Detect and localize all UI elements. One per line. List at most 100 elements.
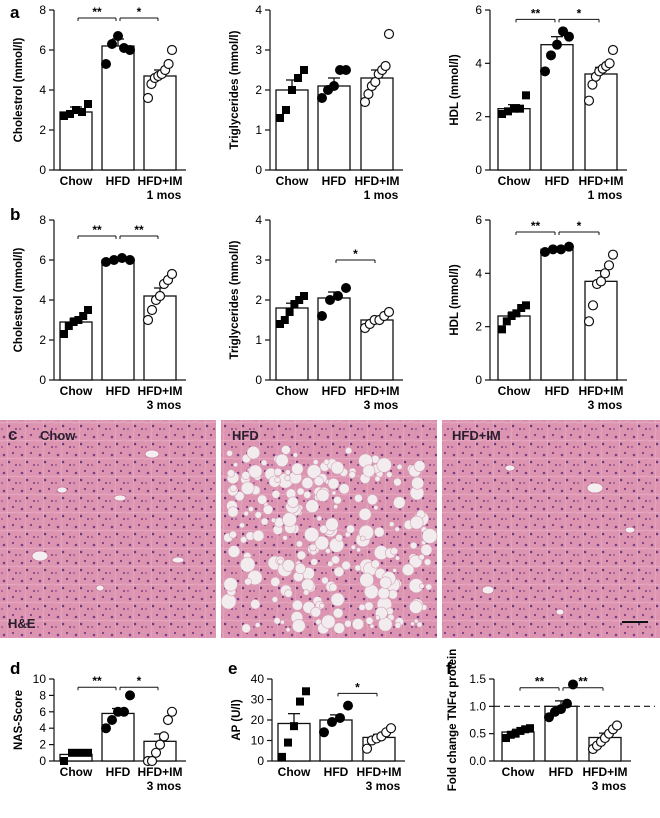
significance-label: ** (134, 223, 144, 237)
y-axis-label: Cholestrol (mmol/l) (13, 37, 25, 142)
lipid-droplet (410, 621, 415, 627)
lipid-droplet (416, 621, 423, 628)
y-axis-label: AP (U/l) (231, 699, 243, 740)
x-category-label: HFD (106, 765, 131, 779)
lipid-droplet (423, 558, 432, 566)
data-point-square (516, 726, 525, 735)
histology-panel: c Chow HFD HFD+IM H&E (0, 420, 660, 638)
y-tick-label: 0 (39, 373, 46, 387)
x-period-label: 3 mos (588, 398, 623, 412)
lipid-droplet (240, 536, 248, 544)
x-period-label: 3 mos (366, 779, 401, 793)
x-category-label: HFD (545, 384, 570, 398)
lipid-droplet (270, 517, 276, 523)
lipid-droplet (401, 563, 415, 576)
y-tick-label: 1.5 (469, 672, 486, 686)
data-point-square (79, 312, 88, 320)
x-category-label: HFD (106, 384, 131, 398)
y-tick-label: 0 (475, 373, 482, 387)
lipid-droplet (239, 522, 245, 529)
data-point-circle-open (595, 276, 607, 287)
data-point-circle-filled (125, 690, 135, 701)
lipid-droplet (291, 619, 306, 633)
lipid-droplet (338, 483, 350, 495)
data-point-circle-open (146, 304, 158, 316)
lipid-droplet (310, 606, 322, 618)
lipid-droplet (333, 566, 345, 578)
lipid-droplet (291, 599, 303, 611)
data-point-circle-filled (562, 698, 572, 709)
lipid-droplet (411, 476, 424, 490)
data-point-square (502, 317, 511, 326)
lipid-droplet (303, 490, 312, 499)
lipid-droplet (313, 475, 324, 486)
x-period-label: 3 mos (364, 398, 399, 412)
data-point-circle-open (604, 58, 615, 69)
lipid-droplet (241, 623, 251, 634)
y-tick-label: 2 (255, 83, 262, 97)
lipid-droplet (271, 596, 279, 603)
data-point-square (288, 86, 296, 94)
data-point-circle-open (158, 731, 170, 742)
lipid-droplet (275, 453, 289, 468)
y-tick-label: 0 (39, 163, 46, 177)
data-point-square (498, 325, 506, 334)
data-point-circle-filled (107, 39, 117, 49)
vessel-lumen (144, 449, 160, 459)
data-point-circle-filled (117, 253, 127, 263)
y-tick-label: 10 (251, 734, 265, 748)
lipid-droplet (394, 526, 400, 532)
panel-letter-b: b (10, 205, 20, 224)
lipid-droplet (296, 550, 307, 561)
panel-letter-d: d (10, 659, 20, 678)
data-point-circle-open (583, 95, 595, 106)
lipid-droplet (394, 622, 402, 629)
significance-label: * (137, 5, 142, 19)
lipid-droplet (350, 544, 356, 550)
data-point-square (296, 697, 304, 706)
data-point-circle-filled (335, 712, 345, 723)
lipid-droplet (390, 547, 399, 555)
lipid-droplet (364, 601, 374, 611)
y-axis-label: NAS-Score (13, 690, 25, 750)
data-point-circle-open (587, 300, 599, 311)
data-point-square (72, 106, 80, 114)
x-category-label: HFD+IM (579, 174, 624, 188)
bar (101, 259, 135, 381)
lipid-droplet (365, 616, 374, 625)
y-tick-label: 1.0 (469, 699, 486, 713)
lipid-droplet (331, 490, 337, 496)
lipid-droplet (370, 559, 380, 569)
lipid-droplet (270, 576, 281, 587)
data-point-square (60, 330, 68, 338)
y-tick-label: 2 (255, 293, 262, 307)
y-tick-label: 40 (251, 672, 265, 686)
y-tick-label: 30 (251, 693, 265, 707)
data-point-square (522, 301, 530, 310)
data-point-circle-filled (540, 247, 550, 257)
lipid-droplet (394, 555, 400, 561)
lipid-droplet (345, 447, 353, 455)
lipid-droplet (386, 471, 393, 478)
significance-label: * (577, 6, 582, 20)
lipid-droplet (333, 622, 346, 635)
data-point-circle-filled (333, 291, 343, 301)
lipid-droplet (262, 504, 274, 515)
data-point-circle-filled (341, 283, 351, 293)
data-point-circle-filled (101, 723, 111, 734)
lipid-droplet (418, 554, 425, 561)
lipid-droplet (346, 524, 355, 534)
lipid-droplet (321, 614, 336, 629)
lipid-droplet (366, 494, 378, 506)
lipid-droplet (335, 533, 343, 542)
data-point-square (276, 114, 284, 122)
lipid-droplet (285, 627, 291, 633)
data-point-circle-filled (341, 65, 351, 75)
data-point-circle-filled (107, 715, 117, 725)
lipid-droplet (254, 511, 262, 519)
lipid-droplet (327, 477, 340, 490)
data-point-circle-filled (113, 31, 123, 41)
lipid-droplet (260, 459, 268, 466)
data-point-square (502, 734, 510, 743)
